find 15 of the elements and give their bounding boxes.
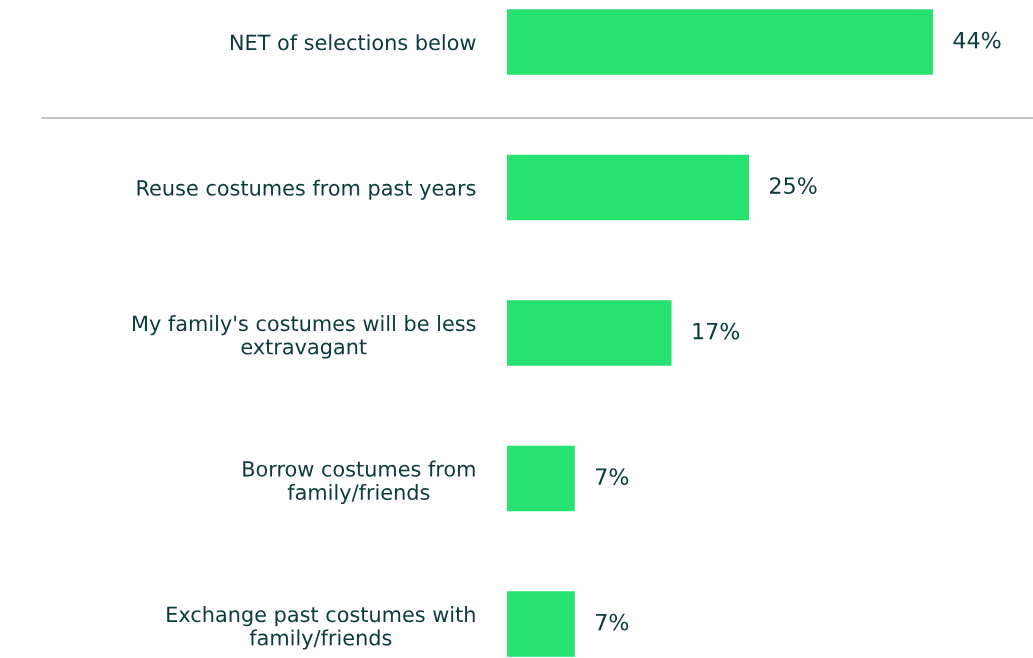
- bar: [507, 300, 672, 366]
- data-label: 17%: [693, 322, 740, 340]
- data-label: 44%: [953, 31, 1001, 49]
- bar: [507, 9, 933, 75]
- data-label: 7%: [596, 613, 629, 631]
- data-label: 7%: [596, 468, 629, 486]
- y-tick-label: Exchange past costumes with family/friends: [167, 606, 475, 650]
- bar: [507, 154, 749, 221]
- y-tick-label: My family's costumes will be less extravagant: [133, 315, 476, 359]
- y-tick-label: NET of selections below: [230, 34, 476, 51]
- bar: [507, 445, 575, 512]
- y-tick-label: Reuse costumes from past years: [137, 179, 476, 200]
- y-tick-label: Borrow costumes from family/friends: [243, 460, 475, 505]
- data-label: 25%: [770, 177, 817, 195]
- bar: [507, 591, 575, 657]
